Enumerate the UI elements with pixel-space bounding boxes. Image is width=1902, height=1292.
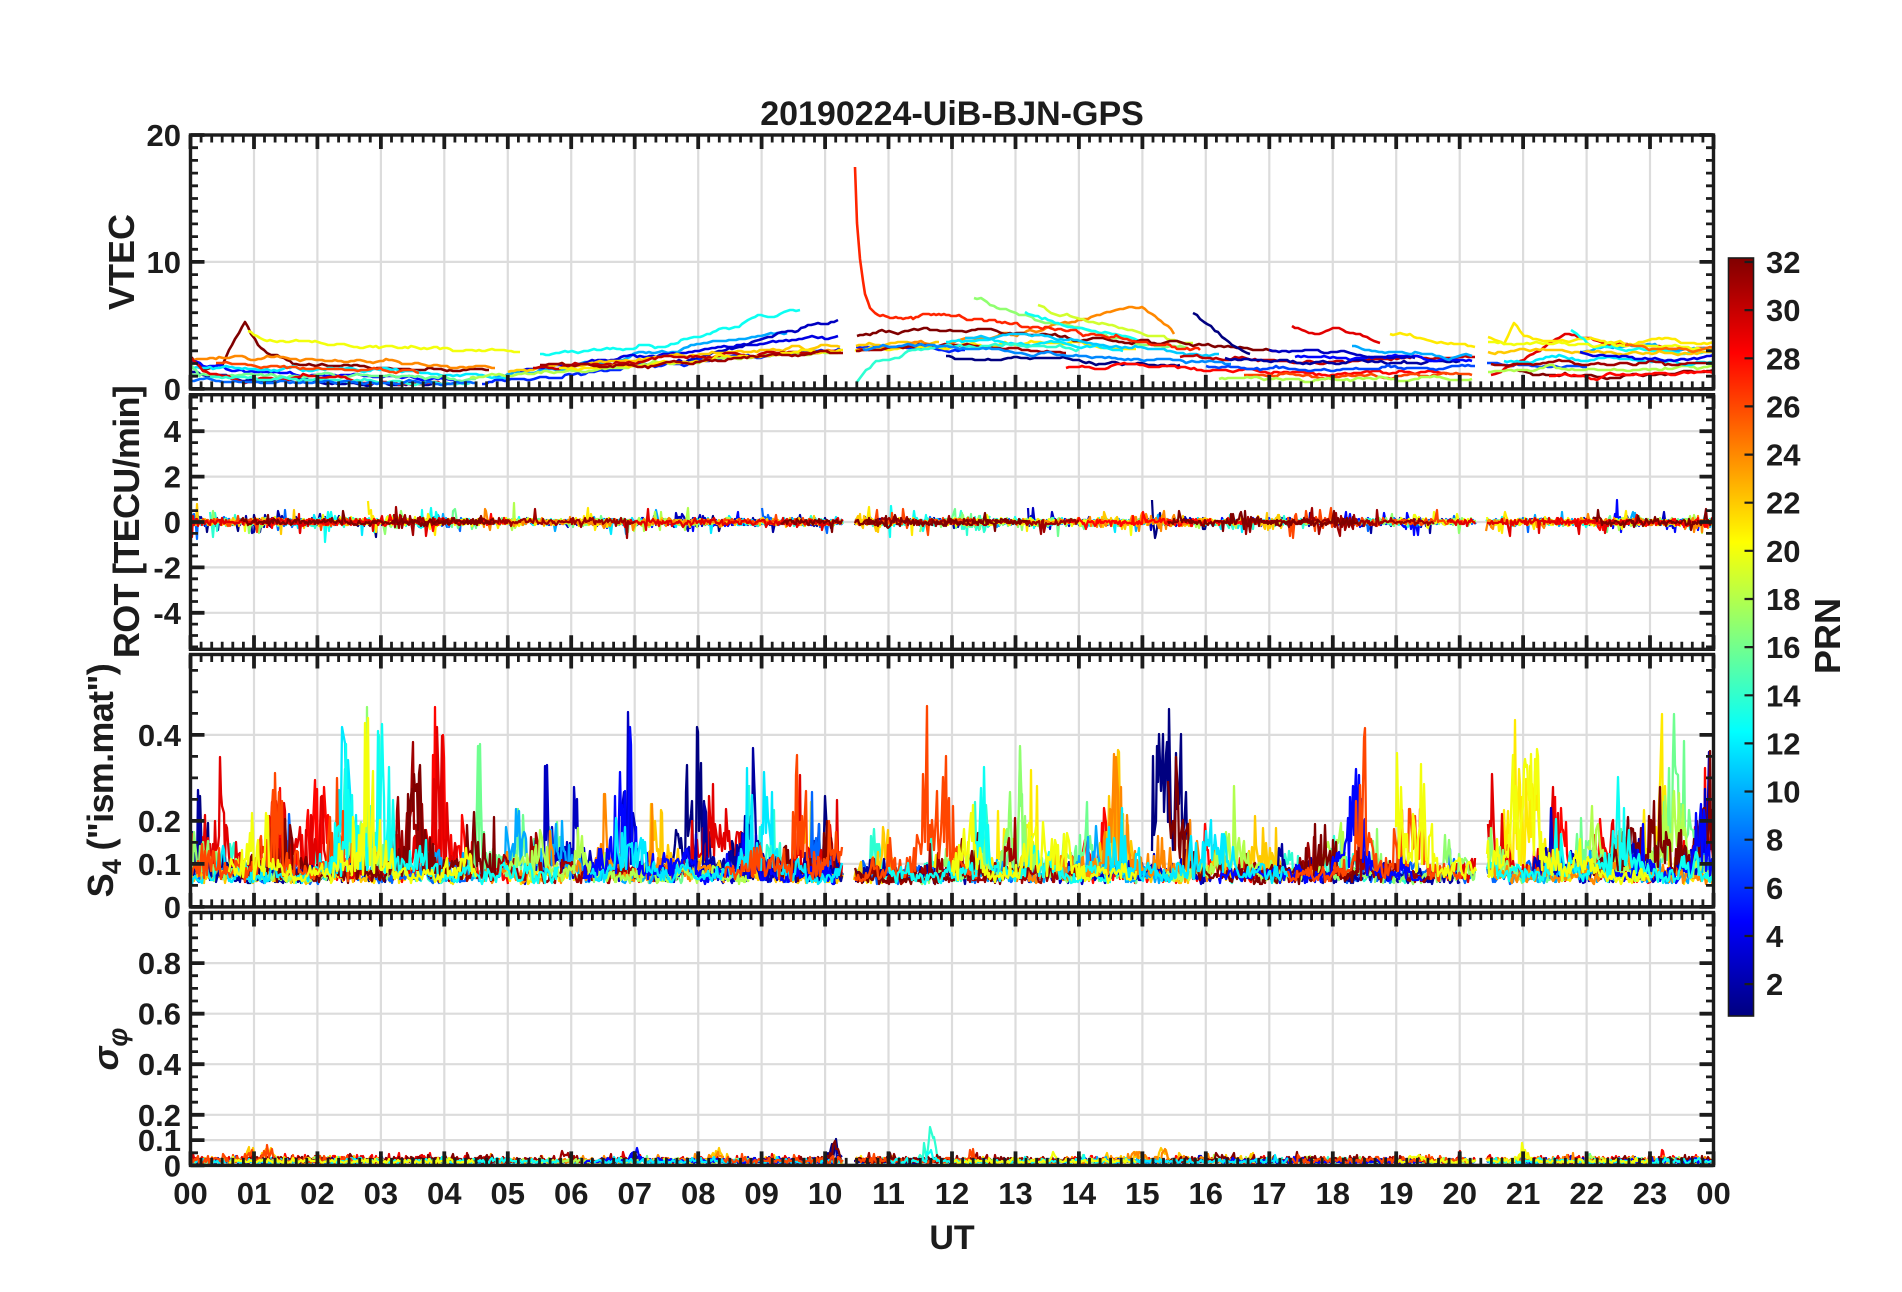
svg-text:05: 05 — [491, 1176, 525, 1211]
svg-text:-2: -2 — [153, 550, 181, 585]
svg-text:20: 20 — [1442, 1176, 1476, 1211]
svg-text:28: 28 — [1766, 341, 1800, 376]
svg-text:4: 4 — [164, 414, 182, 449]
svg-text:22: 22 — [1766, 486, 1800, 521]
svg-text:0.1: 0.1 — [138, 847, 181, 882]
svg-text:0.4: 0.4 — [138, 718, 182, 753]
svg-text:07: 07 — [617, 1176, 651, 1211]
svg-text:06: 06 — [554, 1176, 588, 1211]
svg-text:18: 18 — [1766, 582, 1800, 617]
svg-text:10: 10 — [1766, 775, 1800, 810]
svg-text:22: 22 — [1569, 1176, 1603, 1211]
svg-text:12: 12 — [1766, 726, 1800, 761]
svg-text:6: 6 — [1766, 871, 1783, 906]
svg-text:0.2: 0.2 — [138, 804, 181, 839]
svg-text:00: 00 — [173, 1176, 207, 1211]
svg-text:14: 14 — [1062, 1176, 1097, 1211]
svg-text:0: 0 — [164, 1148, 181, 1183]
svg-text:16: 16 — [1766, 630, 1800, 665]
svg-text:01: 01 — [237, 1176, 271, 1211]
svg-text:S4 ("ism.mat"): S4 ("ism.mat") — [80, 664, 127, 897]
svg-text:13: 13 — [998, 1176, 1032, 1211]
svg-text:2: 2 — [164, 460, 181, 495]
svg-text:0.6: 0.6 — [138, 997, 181, 1032]
svg-text:0: 0 — [164, 890, 181, 925]
svg-text:20190224-UiB-BJN-GPS: 20190224-UiB-BJN-GPS — [760, 95, 1144, 133]
svg-text:11: 11 — [872, 1176, 905, 1211]
svg-text:17: 17 — [1252, 1176, 1286, 1211]
svg-text:16: 16 — [1189, 1176, 1223, 1211]
svg-text:24: 24 — [1766, 438, 1801, 473]
svg-text:0.2: 0.2 — [138, 1098, 181, 1133]
svg-text:21: 21 — [1506, 1176, 1540, 1211]
svg-text:UT: UT — [929, 1219, 975, 1257]
svg-text:08: 08 — [681, 1176, 715, 1211]
svg-text:0: 0 — [164, 372, 181, 407]
svg-text:19: 19 — [1379, 1176, 1413, 1211]
svg-text:VTEC: VTEC — [101, 214, 142, 310]
svg-text:PRN: PRN — [1807, 598, 1848, 674]
svg-text:09: 09 — [744, 1176, 778, 1211]
svg-text:0.8: 0.8 — [138, 946, 181, 981]
svg-text:00: 00 — [1696, 1176, 1730, 1211]
svg-text:2: 2 — [1766, 967, 1783, 1002]
svg-text:0.4: 0.4 — [138, 1047, 182, 1082]
svg-text:10: 10 — [147, 245, 181, 280]
svg-text:23: 23 — [1633, 1176, 1667, 1211]
svg-text:30: 30 — [1766, 293, 1800, 328]
svg-text:04: 04 — [427, 1176, 462, 1211]
svg-text:10: 10 — [808, 1176, 842, 1211]
svg-text:ROT [TECU/min]: ROT [TECU/min] — [106, 386, 147, 658]
svg-text:0: 0 — [164, 505, 181, 540]
svg-text:12: 12 — [935, 1176, 969, 1211]
svg-text:4: 4 — [1766, 919, 1784, 954]
svg-text:8: 8 — [1766, 823, 1783, 858]
svg-text:15: 15 — [1125, 1176, 1159, 1211]
svg-text:26: 26 — [1766, 389, 1800, 424]
svg-text:20: 20 — [147, 118, 181, 153]
svg-text:03: 03 — [364, 1176, 398, 1211]
svg-text:20: 20 — [1766, 534, 1800, 569]
svg-text:02: 02 — [300, 1176, 334, 1211]
svg-text:0.1: 0.1 — [138, 1123, 181, 1158]
svg-text:32: 32 — [1766, 245, 1800, 280]
svg-text:14: 14 — [1766, 678, 1801, 713]
svg-text:18: 18 — [1316, 1176, 1350, 1211]
svg-text:-4: -4 — [153, 596, 181, 631]
